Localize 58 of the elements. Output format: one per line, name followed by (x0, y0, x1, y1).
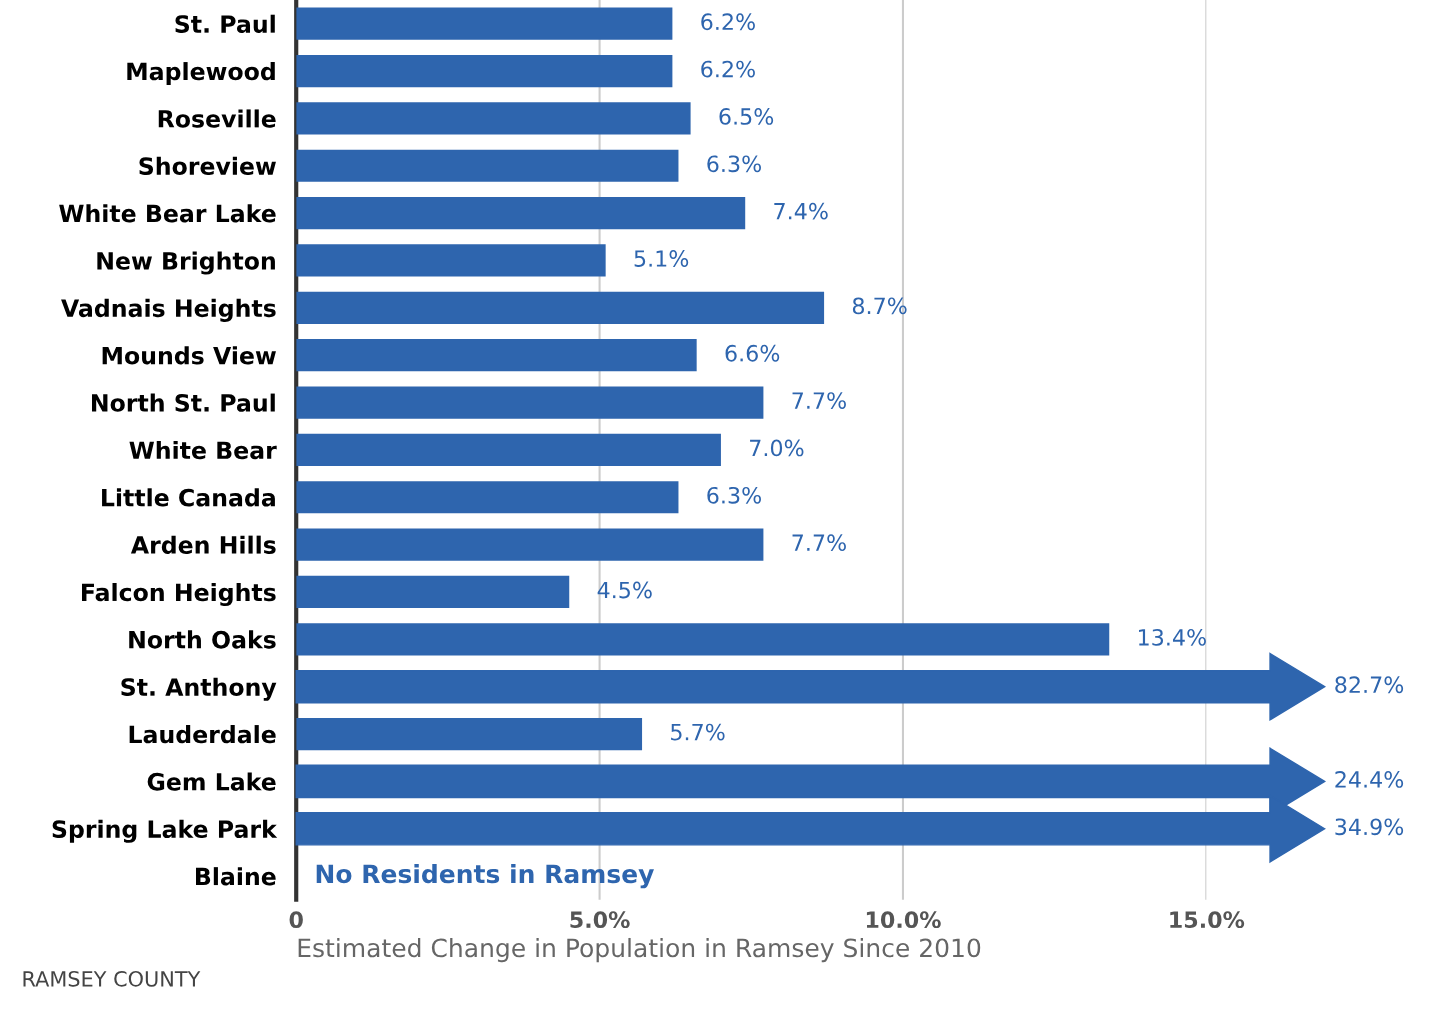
text: 82.7% (1335, 676, 1404, 694)
data-label: 4.5% (597, 581, 652, 599)
bar (296, 149, 679, 182)
data-label: 5.7% (671, 723, 725, 741)
bar (296, 7, 673, 40)
y-tick-label: Mounds View (102, 346, 276, 365)
bar (296, 244, 606, 277)
bar (296, 481, 679, 514)
y-tick-label: St. Paul (175, 14, 275, 33)
data-label: 6.2% (701, 60, 755, 78)
bar (296, 433, 721, 466)
y-tick-label: Blaine (196, 867, 276, 886)
y-tick-label: New Brighton (97, 251, 275, 275)
bar (296, 528, 764, 561)
data-label: 6.5% (719, 108, 774, 125)
bar (296, 291, 825, 324)
bar (296, 197, 746, 230)
y-tick-label: Maplewood (127, 62, 275, 85)
y-tick-label: Vadnais Heights (61, 298, 276, 322)
bar (296, 339, 697, 372)
data-label: 6.3% (707, 486, 761, 504)
data-label: 7.4% (774, 202, 828, 220)
text: 24.4% (1335, 771, 1404, 788)
data-label: 6.6% (725, 344, 780, 362)
data-label: 8.7% (852, 297, 907, 315)
bar (296, 102, 691, 135)
data-label: 13.4% (1139, 628, 1206, 646)
data-label: 7.7% (792, 392, 846, 409)
y-tick-label: St. Anthony (121, 677, 277, 701)
data-label: 7.7% (792, 534, 846, 552)
bar (296, 54, 673, 88)
y-tick-label: Falcon Heights (82, 583, 276, 607)
y-tick-label: Spring Lake Park (52, 819, 278, 843)
y-tick-label: Arden Hills (130, 535, 276, 554)
bar (296, 386, 764, 419)
data-label: 6.2% (701, 13, 755, 31)
bar (296, 575, 570, 609)
data-label: 5.1% (634, 250, 689, 267)
y-tick-label: North St. Paul (92, 393, 275, 412)
text: 34.9% (1335, 818, 1404, 836)
data-label: 7.0% (750, 439, 804, 457)
y-tick-label: Little Canada (102, 488, 275, 507)
data-label: 6.3% (707, 155, 761, 173)
bar (296, 717, 643, 751)
x-tick-label: 10.0% (866, 911, 941, 929)
y-tick-label: Lauderdale (129, 725, 276, 744)
x-tick-label: 15.0% (1170, 911, 1245, 929)
y-tick-label: Roseville (158, 109, 276, 128)
y-tick-label: White Bear (129, 440, 277, 460)
y-tick-label: North Oaks (129, 630, 276, 649)
y-tick-label: Shoreview (139, 156, 276, 176)
x-tick-label: 0 (289, 911, 303, 929)
x-axis-title: Estimated Change in Population in Ramsey Since 2010 (298, 937, 981, 963)
y-tick-label: Gem Lake (147, 772, 276, 791)
annotation: No Residents in Ramsey (316, 863, 654, 889)
y-tick-label: White Bear Lake (59, 204, 276, 223)
text: RAMSEY COUNTY (23, 970, 201, 987)
x-tick-label: 5.0% (570, 911, 630, 929)
